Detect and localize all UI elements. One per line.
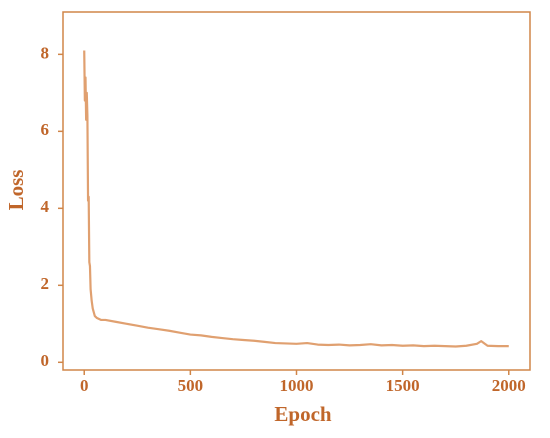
loss-line — [83, 50, 509, 348]
x-tick-label: 0 — [80, 376, 89, 395]
y-tick-label: 0 — [41, 351, 50, 370]
x-tick-label: 1500 — [386, 376, 420, 395]
x-tick-label: 2000 — [492, 376, 526, 395]
x-tick-label: 500 — [178, 376, 204, 395]
y-tick-label: 4 — [41, 197, 50, 216]
y-tick-label: 8 — [41, 43, 50, 62]
plot-frame — [62, 11, 531, 371]
y-tick-label: 2 — [41, 274, 50, 293]
y-tick-label: 6 — [41, 120, 50, 139]
x-axis-label: Epoch — [274, 402, 332, 426]
y-axis-label: Loss — [4, 170, 28, 211]
x-tick-label: 1000 — [280, 376, 314, 395]
